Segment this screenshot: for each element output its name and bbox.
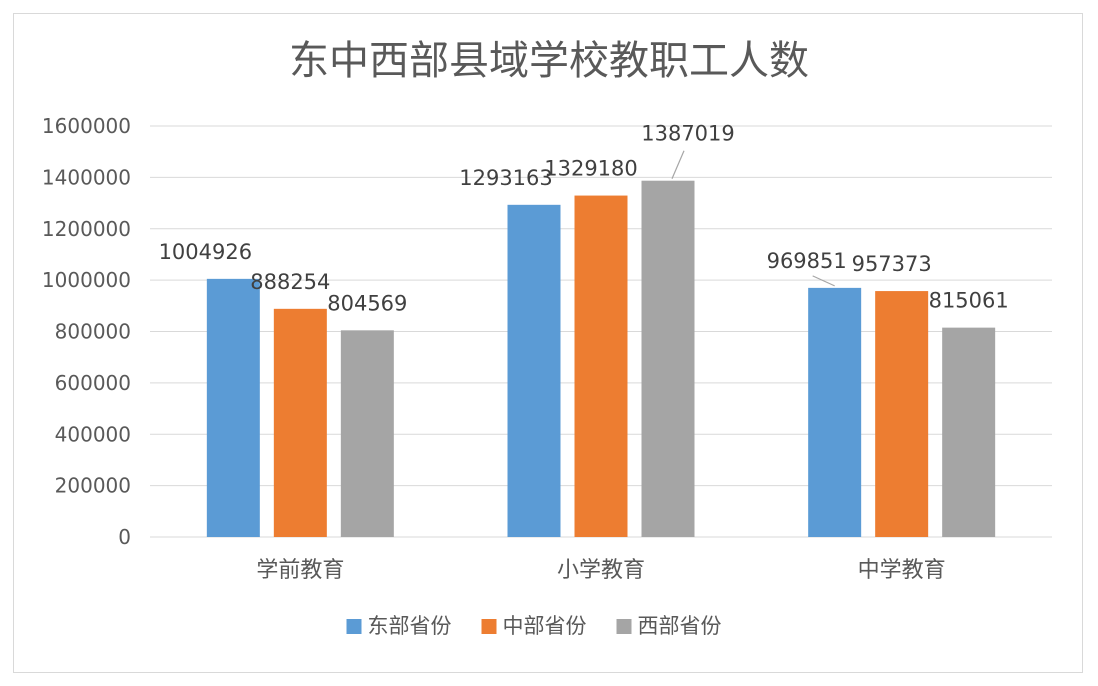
data-label: 1004926 (159, 240, 253, 264)
data-label: 804569 (327, 291, 407, 315)
legend-label: 西部省份 (638, 614, 722, 638)
bar (942, 327, 996, 537)
data-label: 969851 (767, 249, 847, 273)
bar (206, 278, 260, 537)
x-category-label: 中学教育 (858, 558, 946, 583)
bar (641, 180, 695, 538)
data-label: 1387019 (641, 122, 735, 146)
x-category-label: 小学教育 (557, 558, 645, 583)
bar (808, 287, 862, 537)
legend-swatch (481, 619, 497, 634)
y-tick-label: 1200000 (42, 217, 131, 241)
leader-line (671, 150, 685, 179)
legend-swatch (346, 619, 362, 634)
legend-label: 中部省份 (503, 614, 587, 638)
y-tick-label: 1400000 (42, 165, 131, 189)
y-tick-label: 600000 (55, 371, 131, 395)
legend-swatch (616, 619, 632, 634)
legend-label: 东部省份 (368, 614, 452, 638)
y-tick-label: 800000 (55, 320, 131, 344)
bar (875, 291, 929, 537)
y-tick-label: 1600000 (42, 114, 131, 138)
data-label: 815061 (929, 289, 1009, 313)
y-tick-label: 400000 (55, 422, 131, 446)
bar (340, 330, 394, 537)
bar (507, 204, 561, 537)
data-label: 888254 (250, 270, 330, 294)
bars (206, 180, 996, 538)
bar (273, 308, 327, 537)
chart-title: 东中西部县域学校教职工人数 (289, 38, 809, 84)
y-tick-label: 0 (118, 525, 131, 549)
x-category-label: 学前教育 (256, 558, 344, 583)
data-label: 957373 (852, 252, 932, 276)
y-axis-ticks: 0 200000 400000 600000 800000 1000000 1200000 1… (42, 114, 131, 549)
legend: 东部省份 中部省份 西部省份 (346, 614, 722, 638)
leader-line (812, 275, 835, 287)
y-tick-label: 1000000 (42, 268, 131, 292)
y-tick-label: 200000 (55, 474, 131, 498)
data-label: 1329180 (544, 157, 638, 181)
x-axis-categories: 学前教育 小学教育 中学教育 (256, 558, 945, 583)
data-label: 1293163 (459, 166, 553, 190)
bar (574, 195, 628, 537)
